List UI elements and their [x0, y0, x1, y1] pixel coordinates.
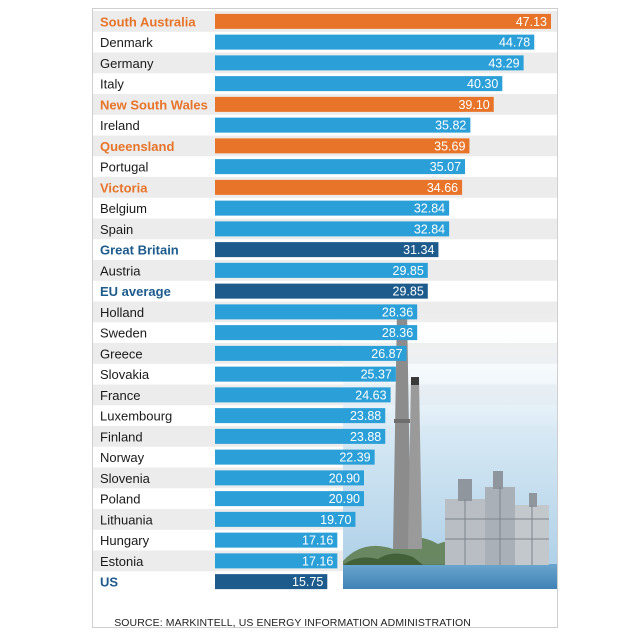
bar — [215, 345, 407, 361]
bar — [215, 13, 551, 29]
bar — [215, 262, 428, 278]
category-label: Ireland — [100, 118, 140, 133]
category-label: Spain — [100, 222, 133, 237]
bar — [215, 470, 365, 486]
bar — [215, 179, 463, 195]
data-label: 32.84 — [414, 222, 445, 236]
category-label: Victoria — [100, 180, 148, 195]
category-label: Sweden — [100, 326, 147, 341]
data-label: 43.29 — [488, 56, 519, 70]
bar — [215, 55, 524, 71]
category-label: Queensland — [100, 139, 174, 154]
category-label: Lithuania — [100, 512, 154, 527]
bar — [215, 428, 386, 444]
source-note: SOURCE: MARKINTELL, US ENERGY INFORMATIO… — [114, 617, 471, 629]
category-label: France — [100, 388, 140, 403]
category-label: Greece — [100, 346, 143, 361]
bar — [215, 283, 428, 299]
data-label: 19.70 — [320, 513, 351, 527]
bar-chart: South Australia 47.13 Denmark 44.78 Germany 4… — [93, 11, 557, 590]
bar — [215, 34, 535, 50]
bar — [215, 138, 470, 154]
bar — [215, 366, 396, 382]
data-label: 17.16 — [302, 534, 333, 548]
category-label: New South Wales — [100, 97, 208, 112]
bar — [215, 159, 466, 175]
data-label: 20.90 — [329, 471, 360, 485]
bar — [215, 387, 391, 403]
chart-panel: South Australia 47.13 Denmark 44.78 Germany 4… — [92, 8, 558, 629]
category-label: Hungary — [100, 533, 150, 548]
data-label: 35.82 — [435, 119, 466, 133]
category-label: Poland — [100, 492, 140, 507]
bar — [215, 449, 375, 465]
data-label: 15.75 — [292, 575, 323, 589]
data-label: 23.88 — [350, 409, 381, 423]
bar — [215, 574, 328, 590]
category-label: Norway — [100, 450, 145, 465]
data-label: 20.90 — [329, 492, 360, 506]
data-label: 40.30 — [467, 77, 498, 91]
bar — [215, 304, 418, 320]
category-label: Great Britain — [100, 243, 179, 258]
data-label: 47.13 — [516, 15, 547, 29]
category-label: Austria — [100, 263, 141, 278]
data-label: 29.85 — [393, 285, 424, 299]
data-label: 22.39 — [339, 451, 370, 465]
category-label: Slovakia — [100, 367, 150, 382]
category-label: Belgium — [100, 201, 147, 216]
category-label: Slovenia — [100, 471, 151, 486]
data-label: 29.85 — [393, 264, 424, 278]
bar — [215, 242, 439, 258]
category-label: Holland — [100, 305, 144, 320]
data-label: 31.34 — [403, 243, 434, 257]
data-label: 25.37 — [361, 368, 392, 382]
data-label: 26.87 — [371, 347, 402, 361]
bar — [215, 491, 365, 507]
category-label: Luxembourg — [100, 409, 172, 424]
power-station-photo — [343, 309, 557, 589]
bar — [215, 325, 418, 341]
category-label: Italy — [100, 77, 124, 92]
category-label: Portugal — [100, 160, 149, 175]
category-label: Denmark — [100, 35, 153, 50]
data-label: 28.36 — [382, 305, 413, 319]
data-label: 28.36 — [382, 326, 413, 340]
data-label: 35.07 — [430, 160, 461, 174]
data-label: 17.16 — [302, 554, 333, 568]
category-label: Germany — [100, 56, 154, 71]
bar — [215, 221, 450, 237]
bar — [215, 200, 450, 216]
data-label: 44.78 — [499, 36, 530, 50]
category-label: Estonia — [100, 554, 144, 569]
data-label: 32.84 — [414, 202, 445, 216]
category-label: EU average — [100, 284, 171, 299]
category-label: US — [100, 575, 118, 590]
category-label: South Australia — [100, 14, 196, 29]
data-label: 24.63 — [355, 388, 386, 402]
bar — [215, 76, 503, 92]
data-label: 39.10 — [458, 98, 489, 112]
bar — [215, 553, 338, 569]
bar — [215, 96, 494, 112]
bar — [215, 532, 338, 548]
bar — [215, 511, 356, 527]
bar — [215, 117, 471, 133]
bar — [215, 408, 386, 424]
data-label: 34.66 — [427, 181, 458, 195]
category-label: Finland — [100, 429, 143, 444]
data-label: 35.69 — [434, 139, 465, 153]
data-label: 23.88 — [350, 430, 381, 444]
